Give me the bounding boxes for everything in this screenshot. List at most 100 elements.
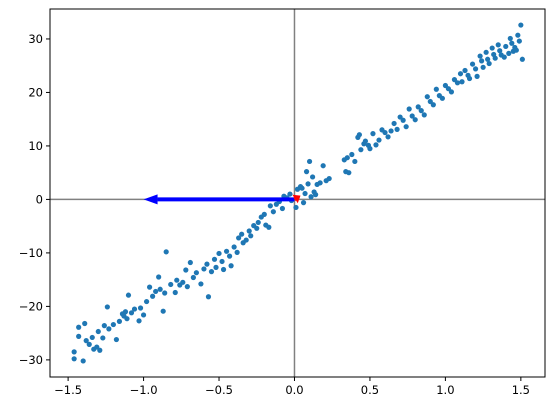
scatter-point xyxy=(391,120,397,127)
scatter-point xyxy=(406,106,412,112)
y-tick-label: −30 xyxy=(19,353,43,367)
scatter-point xyxy=(211,256,218,262)
scatter-point xyxy=(503,43,509,50)
scatter-point xyxy=(279,205,286,212)
scatter-point xyxy=(71,349,77,355)
scatter-point xyxy=(367,146,373,152)
scatter-point xyxy=(261,211,267,217)
scatter-point xyxy=(116,318,123,324)
scatter-point xyxy=(147,284,153,290)
scatter-point xyxy=(317,180,323,186)
scatter-point xyxy=(113,336,119,343)
scatter-point xyxy=(485,56,491,62)
scatter-point xyxy=(483,49,489,55)
scatter-point xyxy=(519,56,525,62)
chart-marks: −1.5 −1.0 −0.5 0.0 0.5 1.0 1.5 −30 −20 −10 0 10 20 30 xyxy=(19,8,546,397)
scatter-point xyxy=(97,347,103,353)
scatter-point xyxy=(313,192,319,198)
scatter-point xyxy=(306,158,313,165)
scatter-point xyxy=(495,42,501,48)
scatter-point xyxy=(474,73,480,79)
scatter-point xyxy=(373,142,379,148)
scatter-point xyxy=(140,312,147,318)
scatter-point xyxy=(198,281,204,287)
arrow-head-1 xyxy=(143,194,158,205)
scatter-point xyxy=(418,108,424,114)
scatter-point xyxy=(293,204,299,211)
scatter-point xyxy=(128,310,135,316)
scatter-point xyxy=(157,286,163,292)
scatter-point xyxy=(248,233,254,239)
scatter-point xyxy=(226,253,233,259)
scatter-point xyxy=(382,129,388,136)
scatter-point xyxy=(376,137,382,143)
scatter-point xyxy=(513,47,519,53)
scatter-point xyxy=(385,134,391,140)
x-tick-label: 0.5 xyxy=(361,383,379,397)
scatter-point xyxy=(462,67,468,74)
x-tick-label: −0.5 xyxy=(205,383,233,397)
scatter-point xyxy=(231,244,237,250)
scatter-point xyxy=(80,358,86,364)
scatter-point xyxy=(76,333,82,339)
scatter-point xyxy=(515,32,521,38)
scatter-point xyxy=(430,102,436,108)
scatter-point xyxy=(415,104,421,110)
y-tick-label: 0 xyxy=(36,192,43,206)
scatter-point xyxy=(156,274,162,280)
scatter-point xyxy=(95,328,101,335)
scatter-point xyxy=(480,64,486,70)
scatter-point xyxy=(180,279,186,285)
scatter-point xyxy=(501,54,507,60)
scatter-point xyxy=(124,316,130,322)
scatter-point xyxy=(424,94,430,100)
x-tick-label: −1.5 xyxy=(54,383,82,397)
scatter-point xyxy=(356,132,362,138)
scatter-point xyxy=(137,305,144,311)
scatter-point xyxy=(104,304,110,310)
scatter-point xyxy=(254,225,260,231)
scatter-point xyxy=(266,224,272,230)
x-tick-label: 1.5 xyxy=(512,383,530,397)
scatter-point xyxy=(300,200,307,206)
x-tick-label: 0.0 xyxy=(285,383,303,397)
scatter-point xyxy=(190,274,196,281)
scatter-point xyxy=(479,58,485,64)
scatter-point xyxy=(320,163,326,169)
y-tick-label: 30 xyxy=(28,32,43,46)
scatter-point xyxy=(201,266,207,272)
scatter-point xyxy=(412,117,418,123)
y-tick-label: −10 xyxy=(19,246,43,260)
scatter-point xyxy=(457,71,464,77)
scatter-point xyxy=(506,50,512,57)
scatter-point xyxy=(394,126,400,132)
scatter-point xyxy=(122,309,129,315)
scatter-point xyxy=(305,181,311,187)
scatter-point xyxy=(174,277,180,283)
scatter-point xyxy=(168,281,174,288)
scatter-point xyxy=(136,318,142,324)
scatter-point xyxy=(454,80,461,86)
scatter-point xyxy=(234,249,240,255)
scatter-point xyxy=(309,174,316,180)
scatter-point xyxy=(71,356,77,362)
scatter-point xyxy=(187,259,193,266)
scatter-point xyxy=(459,79,465,85)
scatter-point xyxy=(302,190,308,197)
scatter-point xyxy=(243,237,249,243)
scatter-point xyxy=(326,175,332,182)
scatter-point xyxy=(346,170,352,176)
plot-frame xyxy=(49,8,546,378)
scatter-point xyxy=(409,113,415,119)
scatter-point xyxy=(183,267,189,273)
scatter-point xyxy=(439,95,445,101)
x-tick-label: −1.0 xyxy=(130,383,158,397)
scatter-point xyxy=(362,138,369,144)
scatter-point xyxy=(370,131,376,137)
scatter-point xyxy=(131,306,138,312)
scatter-point xyxy=(205,294,212,300)
scatter-point xyxy=(228,263,234,269)
scatter-point xyxy=(246,228,252,234)
scatter-point xyxy=(204,261,210,267)
scatter-point xyxy=(349,151,355,158)
